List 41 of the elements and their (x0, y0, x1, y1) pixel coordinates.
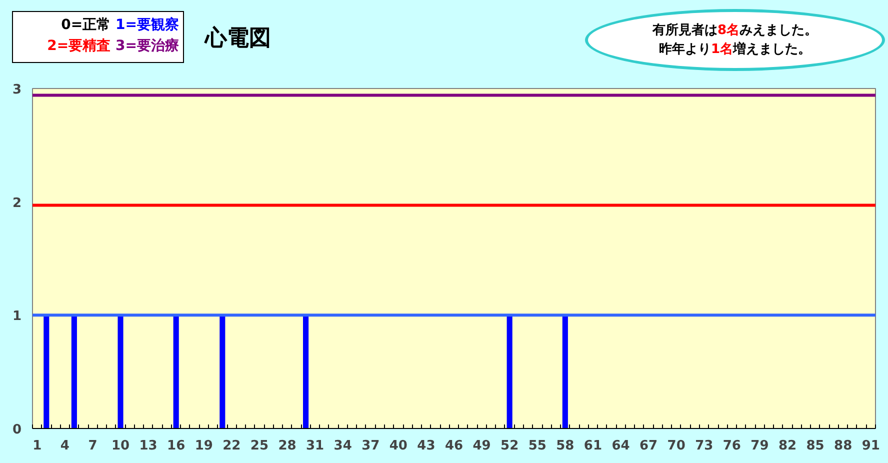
text: 2=要精査 (47, 38, 111, 54)
x-tick-label: 13 (139, 438, 158, 454)
x-tick-label: 58 (556, 438, 574, 454)
x-tick-label: 52 (500, 438, 519, 454)
x-tick-label: 43 (417, 438, 436, 454)
x-tick-label: 46 (444, 438, 464, 454)
x-tick-label: 34 (334, 438, 352, 454)
x-tick-label: 91 (862, 438, 880, 454)
y-tick-label: 0 (12, 422, 22, 438)
x-tick-label: 10 (111, 438, 130, 454)
x-tick-label: 73 (695, 438, 714, 454)
x-tick-label: 85 (806, 438, 824, 454)
x-tick-label: 67 (639, 438, 658, 454)
x-tick-label: 28 (278, 438, 296, 454)
x-tick-label: 55 (528, 438, 546, 454)
x-tick-label: 88 (834, 438, 852, 454)
y-tick-label: 2 (12, 196, 22, 211)
x-tick-label: 19 (194, 438, 213, 454)
x-tick-label: 64 (612, 438, 630, 454)
chart-title: 心電図 (205, 24, 271, 53)
x-tick-label: 61 (584, 438, 602, 454)
x-tick-label: 1 (32, 438, 42, 454)
text: 1=要観察 (116, 17, 179, 33)
x-tick-label: 79 (750, 438, 769, 454)
x-tick-label: 82 (778, 438, 797, 454)
x-tick-label: 25 (250, 438, 269, 454)
x-tick-label: 76 (722, 438, 741, 454)
x-tick-label: 4 (60, 438, 70, 454)
x-tick-label: 40 (389, 438, 408, 454)
x-tick-label: 16 (167, 438, 186, 454)
x-tick-label: 37 (362, 438, 380, 454)
text: 有所見者は8名みえました。 (652, 23, 818, 38)
x-tick-label: 49 (472, 438, 491, 454)
text: 3=要治療 (116, 38, 179, 54)
x-tick-label: 31 (306, 438, 324, 454)
text: 0=正常 (61, 17, 111, 33)
x-tick-label: 22 (222, 438, 241, 454)
x-tick-label: 70 (667, 438, 686, 454)
y-tick-label: 1 (12, 309, 22, 324)
y-tick-label: 3 (12, 82, 22, 98)
x-tick-label: 7 (88, 438, 98, 454)
